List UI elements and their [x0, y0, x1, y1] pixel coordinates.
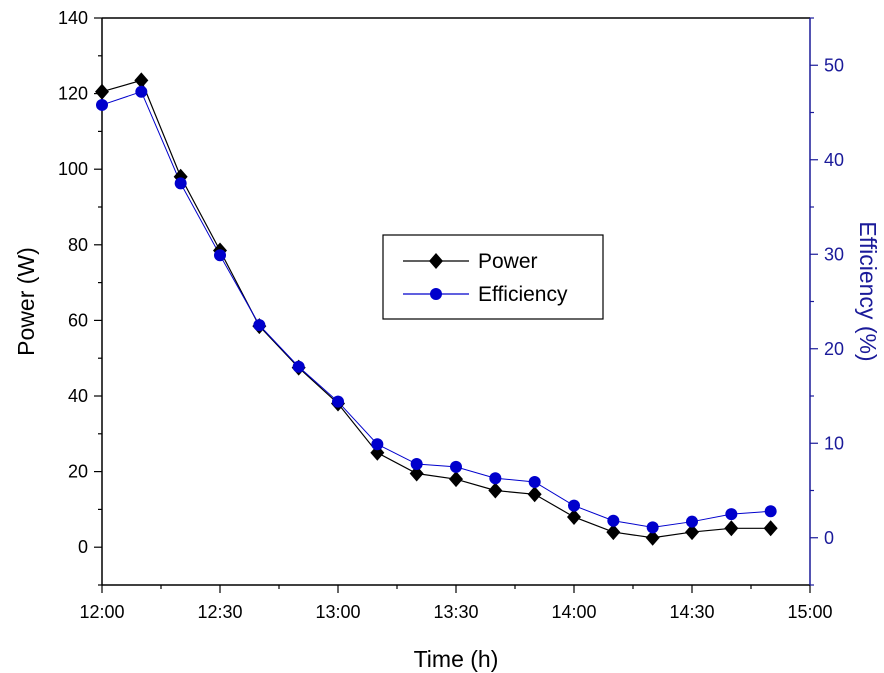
y-left-tick-label: 40	[68, 386, 88, 406]
power-point	[134, 72, 149, 89]
x-tick-label: 13:00	[315, 602, 360, 622]
power-point	[763, 520, 778, 537]
power-point	[409, 465, 424, 482]
x-tick-label: 12:00	[79, 602, 124, 622]
x-tick-label: 14:00	[551, 602, 596, 622]
y-right-tick-label: 10	[824, 433, 844, 453]
legend-label: Power	[478, 250, 538, 273]
legend-label: Efficiency	[478, 283, 568, 306]
y-right-tick-label: 40	[824, 150, 844, 170]
y-left-tick-label: 60	[68, 310, 88, 330]
power-point	[606, 524, 621, 541]
x-tick-label: 15:00	[787, 602, 832, 622]
y-left-tick-label: 20	[68, 462, 88, 482]
efficiency-point	[135, 85, 148, 98]
x-tick-label: 14:30	[669, 602, 714, 622]
efficiency-point	[96, 98, 108, 111]
efficiency-point	[332, 395, 344, 408]
efficiency-point	[253, 319, 266, 332]
y-left-tick-label: 120	[58, 84, 88, 104]
power-point	[527, 486, 542, 503]
y-left-tick-label: 140	[58, 8, 88, 28]
efficiency-point	[214, 249, 226, 262]
legend-marker-power	[429, 253, 443, 269]
y-right-tick-label: 30	[824, 244, 844, 264]
efficiency-point	[607, 514, 620, 527]
y-right-tick-label: 50	[824, 55, 844, 75]
power-point	[449, 471, 463, 488]
efficiency-point	[174, 177, 187, 190]
power-point	[95, 83, 109, 100]
efficiency-point	[450, 460, 462, 473]
efficiency-point	[410, 458, 423, 471]
efficiency-point	[528, 475, 541, 488]
legend-box	[382, 234, 604, 320]
x-tick-label: 12:30	[197, 602, 242, 622]
efficiency-point	[568, 499, 580, 512]
power-point	[645, 529, 660, 546]
y-left-tick-label: 0	[78, 537, 88, 557]
x-tick-label: 13:30	[433, 602, 478, 622]
power-point	[488, 482, 503, 499]
y-right-tick-label: 20	[824, 339, 844, 359]
y-right-axis-title: Efficiency (%)	[855, 221, 881, 361]
y-left-tick-label: 100	[58, 159, 88, 179]
legend-marker-efficiency	[430, 288, 442, 300]
series-line-efficiency	[101, 91, 771, 528]
power-point	[724, 520, 739, 537]
efficiency-point	[371, 438, 384, 451]
power-point	[567, 508, 581, 525]
efficiency-point	[686, 515, 698, 528]
power-point	[685, 524, 699, 541]
series-line-power	[101, 79, 771, 539]
y-right-tick-label: 0	[824, 528, 834, 548]
efficiency-point	[764, 505, 777, 518]
legend: Power Efficiency	[382, 234, 604, 320]
x-axis-title: Time (h)	[414, 646, 499, 672]
y-left-axis-title: Power (W)	[13, 247, 39, 356]
y-left-tick-label: 80	[68, 235, 88, 255]
efficiency-point	[725, 508, 738, 521]
efficiency-point	[489, 472, 502, 485]
efficiency-point	[646, 521, 659, 534]
efficiency-point	[292, 360, 305, 373]
